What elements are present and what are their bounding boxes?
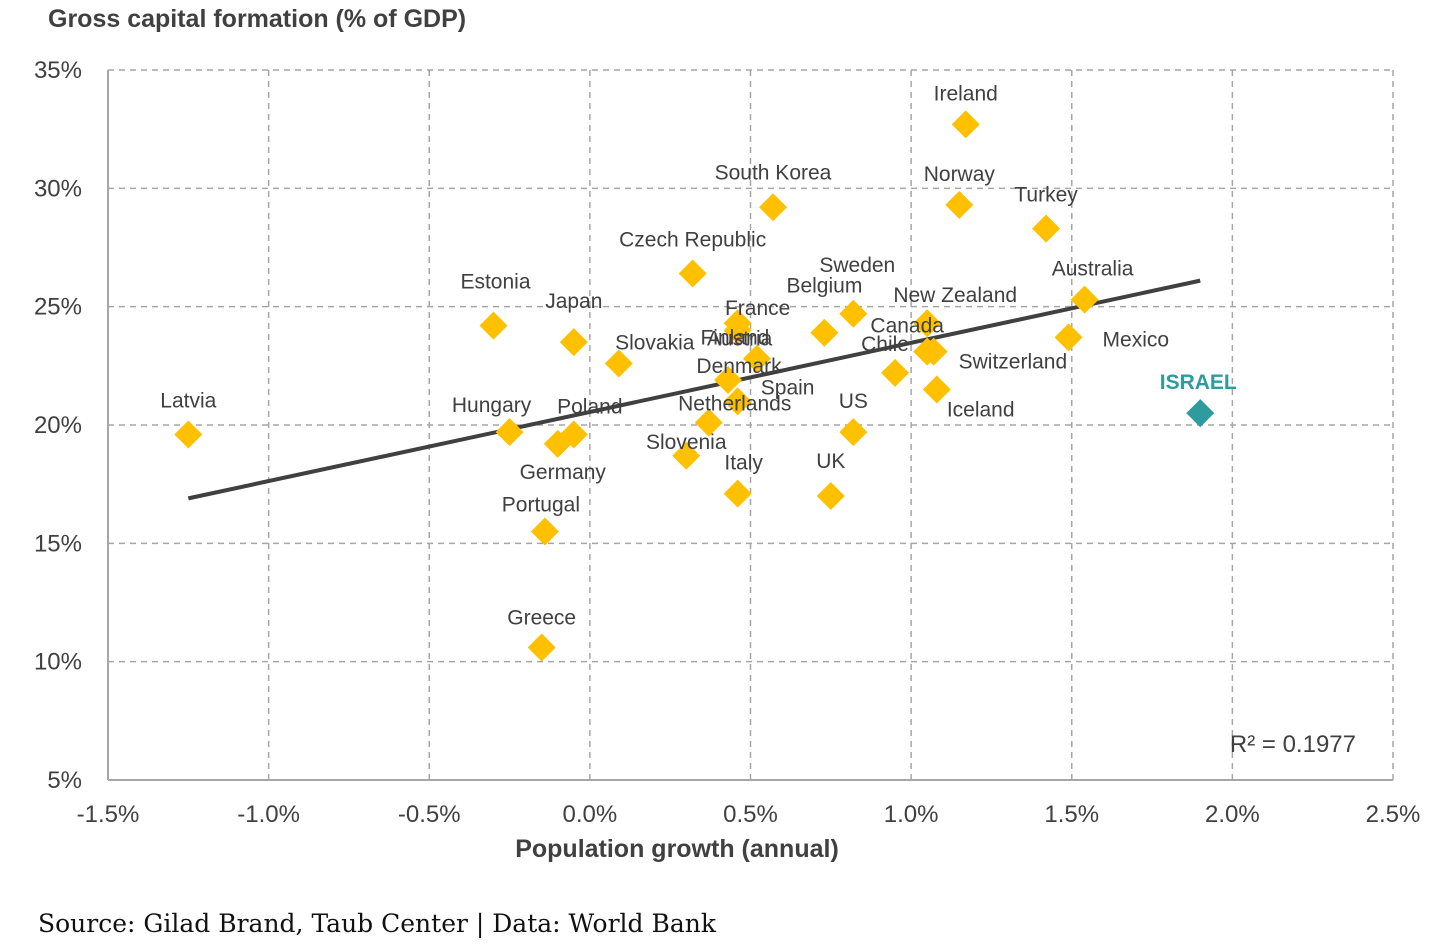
point-slovenia xyxy=(672,441,701,470)
y-tick-label: 15% xyxy=(34,530,82,557)
label-sweden: Sweden xyxy=(819,254,895,277)
point-japan xyxy=(559,328,588,357)
point-finland xyxy=(742,344,771,373)
point-norway xyxy=(945,190,974,219)
source-note: Source: Gilad Brand, Taub Center | Data:… xyxy=(38,909,717,939)
label-chile: Chile xyxy=(861,333,909,356)
x-tick-label: -1.5% xyxy=(77,801,140,828)
label-norway: Norway xyxy=(924,163,996,186)
point-belgium xyxy=(810,318,839,347)
label-italy: Italy xyxy=(724,452,763,475)
label-poland: Poland xyxy=(557,395,622,418)
x-tick-label: 0.5% xyxy=(723,801,778,828)
y-tick-labels: 5% 10% 15% 20% 25% 30% 35% xyxy=(34,57,82,794)
point-new-zealand xyxy=(913,309,942,338)
label-australia: Australia xyxy=(1052,258,1134,281)
x-tick-label: 0.0% xyxy=(563,801,618,828)
label-slovakia: Slovakia xyxy=(615,331,695,354)
y-tick-label: 20% xyxy=(34,412,82,439)
label-portugal: Portugal xyxy=(502,494,580,517)
point-spain xyxy=(723,387,752,416)
point-germany xyxy=(543,429,572,458)
point-greece xyxy=(527,633,556,662)
point-slovakia xyxy=(604,349,633,378)
point-latvia xyxy=(174,420,203,449)
grid-lines xyxy=(108,69,1394,780)
point-us xyxy=(839,418,868,447)
label-uk: UK xyxy=(816,450,845,473)
point-italy xyxy=(723,479,752,508)
point-labels: Latvia Estonia Japan Hungary Poland Germany Po… xyxy=(160,82,1237,629)
y-tick-label: 30% xyxy=(34,175,82,202)
label-france: France xyxy=(725,297,790,320)
point-switzerland xyxy=(919,337,948,366)
x-tick-label: 1.0% xyxy=(884,801,939,828)
y-tick-label: 25% xyxy=(34,294,82,321)
label-austria: Austria xyxy=(707,327,773,350)
r-squared-label: R² = 0.1977 xyxy=(1230,731,1356,758)
label-greece: Greece xyxy=(507,606,576,629)
y-tick-label: 5% xyxy=(47,767,82,794)
point-estonia xyxy=(479,311,508,340)
axes xyxy=(107,70,1393,781)
y-tick-label: 35% xyxy=(34,57,82,84)
point-australia xyxy=(1070,285,1099,314)
trendline xyxy=(187,278,1201,501)
label-spain: Spain xyxy=(761,376,815,399)
x-tick-label: -0.5% xyxy=(398,801,461,828)
point-portugal xyxy=(530,517,559,546)
label-germany: Germany xyxy=(520,461,607,484)
x-tick-label: 2.5% xyxy=(1366,801,1421,828)
label-hungary: Hungary xyxy=(452,394,532,417)
x-tick-labels: -1.5% -1.0% -0.5% 0.0% 0.5% 1.0% 1.5% 2.0% 2.5% xyxy=(77,801,1421,828)
point-ireland xyxy=(951,110,980,139)
label-new-zealand: New Zealand xyxy=(893,284,1017,307)
point-south-korea xyxy=(758,193,787,222)
y-axis-title: Gross capital formation (% of GDP) xyxy=(48,5,466,33)
y-tick-label: 10% xyxy=(34,649,82,676)
point-mexico xyxy=(1054,323,1083,352)
label-estonia: Estonia xyxy=(460,271,530,294)
point-hungary xyxy=(495,418,524,447)
label-japan: Japan xyxy=(545,290,602,313)
point-israel xyxy=(1186,399,1215,428)
label-netherlands: Netherlands xyxy=(678,393,791,416)
point-france xyxy=(723,309,752,338)
x-tick-label: -1.0% xyxy=(237,801,300,828)
x-tick-label: 2.0% xyxy=(1205,801,1260,828)
label-ireland: Ireland xyxy=(934,82,998,105)
point-sweden xyxy=(839,299,868,328)
label-latvia: Latvia xyxy=(160,389,216,412)
x-tick-label: 1.5% xyxy=(1044,801,1099,828)
label-belgium: Belgium xyxy=(786,275,862,298)
label-mexico: Mexico xyxy=(1103,328,1170,351)
label-czech-republic: Czech Republic xyxy=(619,229,766,252)
x-axis-title: Population growth (annual) xyxy=(515,835,839,863)
point-turkey xyxy=(1032,214,1061,243)
label-canada: Canada xyxy=(870,315,944,338)
data-points xyxy=(174,110,1215,662)
label-switzerland: Switzerland xyxy=(959,351,1068,374)
point-iceland xyxy=(922,375,951,404)
point-denmark xyxy=(714,366,743,395)
label-south-korea: South Korea xyxy=(715,161,832,184)
point-czech-republic xyxy=(678,259,707,288)
point-uk xyxy=(816,482,845,510)
point-netherlands xyxy=(694,408,723,437)
label-turkey: Turkey xyxy=(1014,184,1078,207)
label-denmark: Denmark xyxy=(696,355,782,378)
label-israel: ISRAEL xyxy=(1160,371,1237,394)
point-chile xyxy=(881,358,910,387)
label-slovenia: Slovenia xyxy=(646,431,727,454)
label-finland: Finland xyxy=(700,327,769,350)
label-iceland: Iceland xyxy=(947,399,1015,422)
label-us: US xyxy=(839,390,868,413)
